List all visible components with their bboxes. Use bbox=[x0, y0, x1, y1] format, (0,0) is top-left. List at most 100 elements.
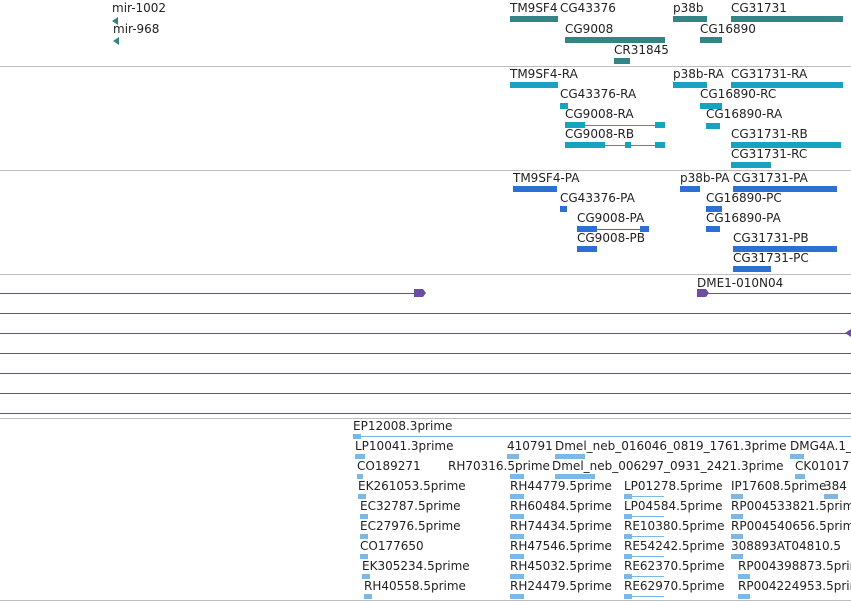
protein-feature-bar[interactable] bbox=[706, 206, 722, 212]
est-label[interactable]: RH70316.5prime bbox=[448, 459, 550, 473]
est-feature-bar[interactable] bbox=[624, 574, 632, 579]
transcript-feature-bar[interactable] bbox=[565, 122, 585, 128]
protein-feature-bar[interactable] bbox=[733, 246, 837, 252]
est-feature-bar[interactable] bbox=[510, 554, 524, 559]
gene-feature-bar[interactable] bbox=[731, 16, 843, 22]
gene-feature-bar[interactable] bbox=[565, 37, 665, 43]
est-feature-bar[interactable] bbox=[357, 474, 363, 479]
est-label[interactable]: RH40558.5prime bbox=[364, 579, 466, 593]
est-feature-bar[interactable] bbox=[624, 534, 632, 539]
est-feature-bar[interactable] bbox=[795, 474, 805, 479]
transcript-feature-bar[interactable] bbox=[510, 82, 558, 88]
est-feature-bar[interactable] bbox=[364, 594, 372, 599]
est-label[interactable]: RE10380.5prime bbox=[624, 519, 725, 533]
protein-feature-bar[interactable] bbox=[577, 246, 597, 252]
protein-label[interactable]: CG31731-PB bbox=[733, 231, 809, 245]
est-feature-bar[interactable] bbox=[510, 514, 524, 519]
transcript-feature-bar[interactable] bbox=[731, 82, 843, 88]
alignment-line[interactable] bbox=[0, 353, 851, 354]
est-feature-bar[interactable] bbox=[355, 454, 365, 459]
protein-label[interactable]: CG31731-PC bbox=[733, 251, 809, 265]
gene-label[interactable]: TM9SF4 bbox=[510, 1, 558, 15]
transcript-label[interactable]: p38b-RA bbox=[673, 67, 724, 81]
est-label[interactable]: 410791 bbox=[507, 439, 553, 453]
protein-label[interactable]: CG9008-PB bbox=[577, 231, 646, 245]
gene-feature-bar[interactable] bbox=[510, 16, 558, 22]
transcript-label[interactable]: CG9008-RB bbox=[565, 127, 635, 141]
gene-label[interactable]: CG43376 bbox=[560, 1, 616, 15]
est-feature-bar[interactable] bbox=[555, 474, 595, 479]
est-feature-bar[interactable] bbox=[510, 534, 524, 539]
transcript-feature-bar[interactable] bbox=[700, 103, 722, 109]
est-label[interactable]: DMG4A.1_ bbox=[790, 439, 851, 453]
transcript-feature-bar[interactable] bbox=[673, 82, 707, 88]
alignment-line[interactable] bbox=[0, 413, 851, 414]
gene-feature-bar[interactable] bbox=[700, 37, 722, 43]
est-label[interactable]: RE62370.5prime bbox=[624, 559, 725, 573]
transcript-feature-bar[interactable] bbox=[731, 142, 841, 148]
est-label[interactable]: LP01278.5prime bbox=[624, 479, 723, 493]
est-label[interactable]: RE54242.5prime bbox=[624, 539, 725, 553]
transcript-feature-bar[interactable] bbox=[625, 142, 631, 148]
est-label[interactable]: RH47546.5prime bbox=[510, 539, 612, 553]
protein-feature-bar[interactable] bbox=[640, 226, 649, 232]
transcript-feature-bar[interactable] bbox=[731, 162, 771, 168]
transcript-label[interactable]: CG31731-RC bbox=[731, 147, 808, 161]
est-feature-bar[interactable] bbox=[731, 554, 743, 559]
protein-label[interactable]: CG9008-PA bbox=[577, 211, 645, 225]
est-label[interactable]: RP004533821.5prime bbox=[731, 499, 851, 513]
gene-label[interactable]: CG31731 bbox=[731, 1, 787, 15]
est-label[interactable]: Dmel_neb_016046_0819_1761.3prime bbox=[555, 439, 787, 453]
protein-label[interactable]: CG43376-PA bbox=[560, 191, 635, 205]
protein-feature-bar[interactable] bbox=[733, 266, 771, 272]
est-label[interactable]: Dmel_neb_006297_0931_2421.3prime bbox=[552, 459, 784, 473]
protein-feature-bar[interactable] bbox=[560, 206, 567, 212]
transcript-feature-bar[interactable] bbox=[655, 122, 665, 128]
est-label[interactable]: EC32787.5prime bbox=[360, 499, 461, 513]
est-label[interactable]: 384 bbox=[824, 479, 847, 493]
est-feature-bar[interactable] bbox=[510, 574, 524, 579]
protein-label[interactable]: CG16890-PA bbox=[706, 211, 781, 225]
transcript-label[interactable]: CG16890-RC bbox=[700, 87, 777, 101]
est-label[interactable]: EK305234.5prime bbox=[362, 559, 470, 573]
est-feature-bar[interactable] bbox=[510, 474, 524, 479]
gene-feature-glyph[interactable] bbox=[113, 37, 119, 45]
est-feature-bar[interactable] bbox=[624, 514, 632, 519]
est-feature-bar[interactable] bbox=[738, 574, 750, 579]
est-feature-bar[interactable] bbox=[624, 494, 632, 499]
gene-label[interactable]: CG9008 bbox=[565, 22, 614, 36]
est-label[interactable]: CO189271 bbox=[357, 459, 421, 473]
est-label[interactable]: RP004398873.5prime bbox=[738, 559, 851, 573]
est-label[interactable]: RH24479.5prime bbox=[510, 579, 612, 593]
est-feature-bar[interactable] bbox=[731, 494, 743, 499]
protein-label[interactable]: TM9SF4-PA bbox=[513, 171, 580, 185]
protein-feature-bar[interactable] bbox=[513, 186, 557, 192]
est-feature-bar[interactable] bbox=[624, 554, 632, 559]
gene-label[interactable]: mir-968 bbox=[113, 22, 160, 36]
gene-label[interactable]: p38b bbox=[673, 1, 704, 15]
est-label[interactable]: CK01017 bbox=[795, 459, 850, 473]
gene-feature-bar[interactable] bbox=[673, 16, 707, 22]
est-feature-bar[interactable] bbox=[507, 454, 519, 459]
protein-label[interactable]: CG16890-PC bbox=[706, 191, 782, 205]
protein-feature-bar[interactable] bbox=[680, 186, 700, 192]
gene-feature-bar[interactable] bbox=[614, 58, 630, 64]
est-feature-bar[interactable] bbox=[362, 574, 370, 579]
transcript-feature-bar[interactable] bbox=[560, 103, 568, 109]
est-label[interactable]: RH74434.5prime bbox=[510, 519, 612, 533]
transcript-feature-bar[interactable] bbox=[565, 142, 605, 148]
est-feature-bar[interactable] bbox=[360, 514, 368, 519]
transcript-label[interactable]: TM9SF4-RA bbox=[510, 67, 578, 81]
est-label[interactable]: IP17608.5prime bbox=[731, 479, 827, 493]
protein-feature-bar[interactable] bbox=[706, 226, 720, 232]
est-label[interactable]: RH45032.5prime bbox=[510, 559, 612, 573]
alignment-label[interactable]: DME1-010N04 bbox=[697, 276, 784, 290]
est-feature-bar[interactable] bbox=[360, 534, 368, 539]
transcript-label[interactable]: CG16890-RA bbox=[706, 107, 783, 121]
alignment-line[interactable] bbox=[0, 333, 851, 334]
gene-label[interactable]: mir-1002 bbox=[112, 1, 167, 15]
gene-label[interactable]: CG16890 bbox=[700, 22, 756, 36]
protein-label[interactable]: CG31731-PA bbox=[733, 171, 808, 185]
est-label[interactable]: RP004540656.5prime bbox=[731, 519, 851, 533]
est-feature-bar[interactable] bbox=[731, 534, 743, 539]
